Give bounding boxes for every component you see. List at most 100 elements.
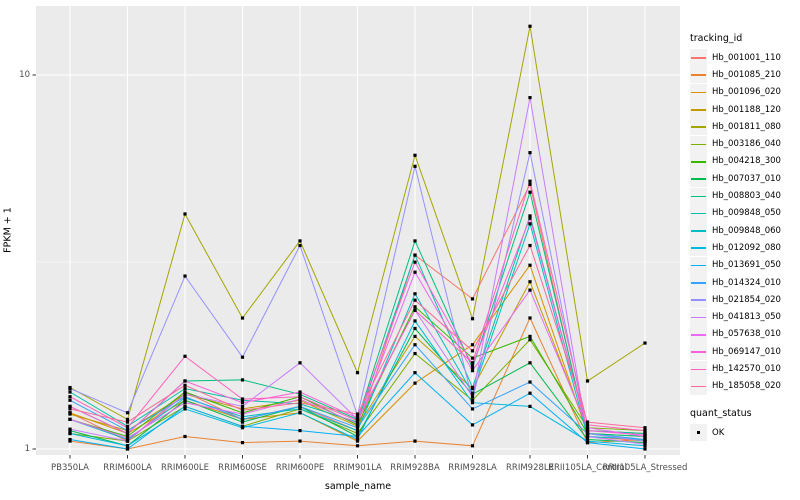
data-point	[183, 354, 187, 358]
data-point	[528, 243, 532, 248]
data-point	[413, 381, 417, 385]
data-point	[298, 407, 302, 411]
data-point	[528, 391, 532, 395]
legend-key-box	[690, 424, 707, 442]
legend-item-Hb_012092_080: Hb_012092_080	[690, 239, 781, 257]
data-point	[470, 369, 475, 373]
data-point	[413, 153, 417, 157]
data-point	[470, 343, 475, 347]
data-point	[355, 426, 360, 430]
data-point	[470, 391, 475, 395]
data-point	[413, 239, 417, 243]
legend-item-Hb_001085_210: Hb_001085_210	[690, 66, 781, 84]
data-point	[528, 316, 532, 320]
x-tick-label-RRIM928BA: RRIM928BA	[390, 463, 440, 473]
x-tick-label-RRIM600LA: RRIM600LA	[103, 463, 152, 473]
legend-label: Hb_057638_010	[712, 329, 781, 340]
data-point	[183, 379, 187, 383]
legend-color-line-icon	[691, 91, 706, 94]
legend-label: Hb_007037_010	[712, 173, 781, 184]
legend-item-Hb_007037_010: Hb_007037_010	[690, 170, 781, 188]
data-point	[298, 392, 302, 396]
x-tick-label-RRII105LA_Stressed: RRII105LA_Stressed	[602, 463, 688, 473]
legend-key-box	[690, 101, 707, 119]
data-point	[585, 423, 590, 427]
y-tick-label: 1	[24, 444, 30, 454]
legend-title-quant-status: quant_status	[690, 408, 752, 419]
data-point	[413, 253, 417, 257]
legend-item-Hb_003186_040: Hb_003186_040	[690, 135, 781, 153]
data-point	[643, 433, 647, 437]
legend-item-Hb_004218_300: Hb_004218_300	[690, 152, 781, 170]
legend-label: Hb_009848_050	[712, 208, 781, 219]
x-tick-label-RRII105LA_Control: RRII105LA_Control	[548, 463, 627, 473]
data-point	[413, 334, 417, 339]
legend-item-Hb_001811_080: Hb_001811_080	[690, 118, 781, 136]
legend-item-Hb_021854_020: Hb_021854_020	[690, 291, 781, 309]
legend-key-box	[690, 222, 707, 240]
data-point	[298, 428, 302, 433]
data-point	[528, 96, 532, 100]
data-point	[183, 434, 187, 439]
data-point	[183, 392, 187, 396]
data-point	[298, 239, 302, 243]
legend-label: Hb_001085_210	[712, 69, 781, 80]
data-point	[413, 351, 417, 356]
legend-color-line-icon	[691, 316, 706, 319]
data-point	[298, 395, 302, 399]
legend-color-line-icon	[691, 160, 706, 163]
data-point	[298, 390, 302, 394]
data-point	[68, 398, 72, 402]
data-point	[585, 434, 590, 439]
y-axis-title: FPKM + 1	[2, 207, 14, 253]
ok-square-point-icon	[696, 430, 701, 435]
legend-color-line-icon	[691, 333, 706, 336]
data-point	[68, 407, 72, 411]
data-point	[528, 338, 532, 342]
legend-color-line-icon	[691, 264, 706, 267]
data-point	[68, 412, 72, 416]
legend-item-Hb_069147_010: Hb_069147_010	[690, 343, 781, 361]
data-point	[413, 260, 417, 264]
legend-item-Hb_185058_020: Hb_185058_020	[690, 377, 781, 395]
legend-color-line-icon	[691, 212, 706, 215]
data-point	[413, 164, 417, 168]
legend-key-box	[690, 135, 707, 153]
legend-item-Hb_057638_010: Hb_057638_010	[690, 325, 781, 343]
data-point	[643, 442, 647, 446]
data-point	[183, 383, 187, 387]
data-point	[240, 397, 245, 401]
legend-item-Hb_009848_060: Hb_009848_060	[690, 222, 781, 240]
data-point	[413, 439, 417, 443]
data-point	[125, 447, 130, 451]
data-point	[240, 420, 245, 424]
data-point	[240, 401, 245, 405]
legend-key-box	[690, 377, 707, 395]
x-tick-label-PB350LA: PB350LA	[51, 463, 89, 473]
data-point	[183, 407, 187, 411]
data-point	[643, 439, 647, 443]
data-point	[528, 288, 532, 292]
legend-label: Hb_003186_040	[712, 139, 781, 150]
data-point	[240, 408, 245, 412]
legend-item-quant-ok: OK	[690, 424, 724, 442]
legend-key-box	[690, 274, 707, 292]
legend-label: Hb_069147_010	[712, 346, 781, 357]
legend-key-box	[690, 204, 707, 222]
data-point	[355, 412, 360, 416]
legend-key-box	[690, 152, 707, 170]
data-point	[125, 426, 130, 430]
legend-item-Hb_001188_120: Hb_001188_120	[690, 101, 781, 119]
legend-item-Hb_001001_110: Hb_001001_110	[690, 49, 781, 67]
data-point	[413, 305, 417, 309]
legend-color-line-icon	[691, 126, 706, 128]
legend-label: Hb_004218_300	[712, 156, 781, 167]
legend-color-line-icon	[691, 143, 706, 146]
data-point	[470, 297, 475, 301]
legend-key-box	[690, 118, 707, 136]
data-point	[240, 412, 245, 416]
data-point	[585, 441, 590, 445]
data-point	[125, 436, 130, 440]
